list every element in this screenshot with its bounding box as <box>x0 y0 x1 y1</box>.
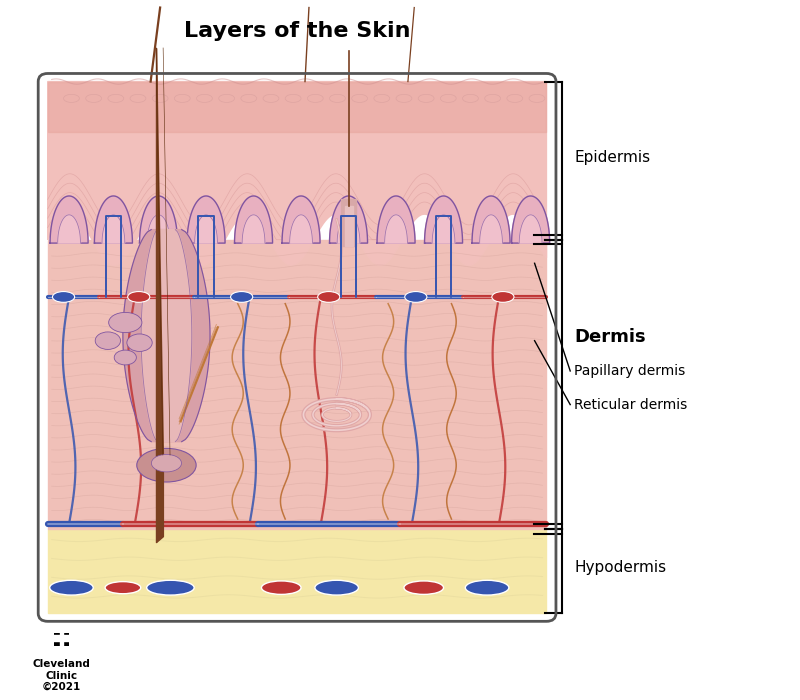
Polygon shape <box>141 230 192 442</box>
Ellipse shape <box>315 580 358 595</box>
Polygon shape <box>187 196 225 243</box>
Text: Dermis: Dermis <box>574 328 646 346</box>
Ellipse shape <box>262 581 301 594</box>
Polygon shape <box>472 196 510 243</box>
Polygon shape <box>48 239 546 529</box>
Bar <box>54 633 60 638</box>
Polygon shape <box>48 82 546 132</box>
Polygon shape <box>50 196 88 243</box>
Polygon shape <box>58 215 81 243</box>
Polygon shape <box>330 196 367 243</box>
Polygon shape <box>377 196 415 243</box>
Polygon shape <box>234 196 273 243</box>
Bar <box>62 633 69 638</box>
Ellipse shape <box>146 580 194 595</box>
Text: Layers of the Skin: Layers of the Skin <box>184 21 410 41</box>
Ellipse shape <box>109 312 142 332</box>
Ellipse shape <box>466 580 509 595</box>
Ellipse shape <box>127 334 152 351</box>
Polygon shape <box>48 82 546 265</box>
Polygon shape <box>342 199 356 246</box>
Text: Hypodermis: Hypodermis <box>574 560 666 575</box>
Polygon shape <box>512 196 550 243</box>
Ellipse shape <box>404 581 443 594</box>
Text: Cleveland
Clinic
©2021: Cleveland Clinic ©2021 <box>32 659 90 692</box>
Polygon shape <box>94 196 133 243</box>
Polygon shape <box>47 636 75 640</box>
Polygon shape <box>480 215 502 243</box>
Polygon shape <box>385 215 407 243</box>
Polygon shape <box>290 215 313 243</box>
Text: Papillary dermis: Papillary dermis <box>574 364 686 378</box>
Ellipse shape <box>405 291 427 302</box>
Bar <box>62 640 69 646</box>
Polygon shape <box>337 215 360 243</box>
Ellipse shape <box>492 291 514 302</box>
Polygon shape <box>282 196 320 243</box>
Ellipse shape <box>53 291 74 302</box>
Ellipse shape <box>114 350 136 365</box>
Ellipse shape <box>128 291 150 302</box>
Ellipse shape <box>318 291 340 302</box>
Polygon shape <box>242 215 265 243</box>
Ellipse shape <box>151 454 182 472</box>
Polygon shape <box>59 627 62 653</box>
Polygon shape <box>48 529 546 613</box>
Ellipse shape <box>137 449 196 482</box>
Polygon shape <box>432 215 455 243</box>
Polygon shape <box>519 215 542 243</box>
Ellipse shape <box>50 580 94 595</box>
Polygon shape <box>194 215 218 243</box>
Bar <box>54 640 60 646</box>
Polygon shape <box>139 196 178 243</box>
Polygon shape <box>102 215 125 243</box>
Text: Reticular dermis: Reticular dermis <box>574 398 687 412</box>
Ellipse shape <box>105 582 141 594</box>
Text: Epidermis: Epidermis <box>574 150 650 164</box>
Ellipse shape <box>230 291 253 302</box>
Polygon shape <box>123 230 210 442</box>
Ellipse shape <box>95 332 121 349</box>
Polygon shape <box>425 196 462 243</box>
Polygon shape <box>345 206 353 246</box>
Polygon shape <box>147 215 170 243</box>
